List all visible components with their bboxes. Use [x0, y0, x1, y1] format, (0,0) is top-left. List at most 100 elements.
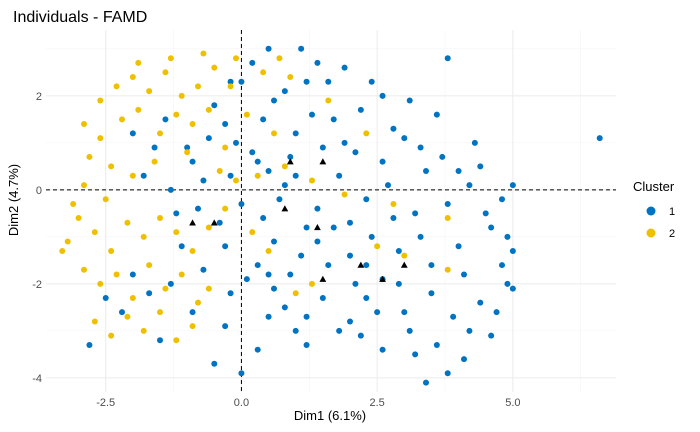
data-point-cluster-2: [390, 200, 397, 207]
data-point-cluster-2: [189, 247, 196, 254]
data-point-cluster-2: [119, 116, 125, 123]
data-point-cluster-1: [216, 219, 223, 226]
data-point-cluster-2: [81, 182, 87, 189]
data-point-cluster-1: [260, 116, 267, 123]
data-point-cluster-2: [374, 243, 381, 250]
y-tick-label: 2: [36, 91, 42, 103]
data-point-cluster-1: [254, 158, 261, 165]
data-point-cluster-1: [129, 130, 136, 137]
data-point-cluster-2: [157, 130, 163, 137]
data-point-cluster-2: [178, 271, 185, 278]
data-point-cluster-1: [412, 351, 419, 358]
data-point-cluster-1: [281, 182, 288, 189]
data-point-cluster-1: [233, 139, 239, 146]
data-point-cluster-1: [336, 172, 343, 179]
data-point-cluster-2: [173, 337, 180, 344]
data-point-cluster-2: [124, 219, 131, 226]
data-point-cluster-2: [254, 172, 261, 179]
data-point-cluster-1: [281, 304, 288, 311]
data-point-cluster-1: [205, 135, 212, 142]
data-point-cluster-1: [450, 313, 457, 320]
data-point-cluster-2: [363, 130, 370, 137]
data-point-cluster-1: [238, 370, 245, 377]
data-point-triangle: [210, 219, 218, 226]
data-point-cluster-1: [184, 144, 191, 151]
data-point-cluster-1: [401, 135, 408, 142]
data-point-cluster-1: [189, 158, 196, 165]
data-point-cluster-1: [499, 196, 505, 203]
data-point-cluster-1: [314, 59, 321, 66]
data-point-cluster-2: [162, 285, 169, 292]
data-point-cluster-1: [455, 243, 462, 250]
data-point-cluster-1: [325, 262, 332, 269]
data-point-cluster-1: [227, 172, 234, 179]
data-point-cluster-1: [227, 78, 234, 85]
data-point-cluster-1: [265, 313, 272, 320]
grid: [46, 30, 616, 392]
data-point-cluster-2: [108, 163, 115, 170]
data-point-cluster-1: [357, 332, 364, 339]
data-point-cluster-1: [461, 356, 467, 363]
legend-title: Cluster: [633, 179, 675, 194]
data-point-cluster-1: [260, 215, 267, 222]
y-tick-label: -2: [32, 279, 42, 291]
data-point-cluster-1: [368, 233, 375, 240]
data-point-cluster-2: [216, 168, 223, 175]
data-point-cluster-2: [205, 285, 212, 292]
data-point-cluster-1: [466, 182, 473, 189]
data-point-cluster-1: [390, 125, 397, 132]
data-point-cluster-2: [227, 83, 234, 90]
data-point-cluster-2: [243, 111, 250, 118]
data-point-cluster-2: [173, 111, 180, 118]
y-axis-ticks: -4 -2 0 2: [32, 91, 42, 385]
data-point-cluster-2: [81, 121, 87, 128]
data-point-cluster-2: [146, 88, 153, 95]
data-point-cluster-1: [292, 327, 299, 334]
data-point-cluster-1: [319, 144, 326, 151]
data-point-cluster-1: [211, 102, 218, 109]
data-point-cluster-2: [195, 299, 201, 306]
data-point-cluster-1: [271, 97, 277, 104]
x-tick-label: -2.5: [96, 397, 115, 409]
data-point-cluster-2: [195, 83, 201, 90]
data-point-cluster-2: [162, 69, 169, 76]
legend-label-2: 2: [669, 228, 675, 240]
data-point-cluster-1: [287, 153, 294, 160]
data-point-cluster-2: [211, 64, 218, 71]
data-point-cluster-1: [303, 341, 310, 348]
data-point-cluster-2: [276, 55, 283, 62]
data-point-cluster-1: [477, 299, 484, 306]
data-point-cluster-2: [70, 200, 77, 207]
data-point-cluster-1: [423, 168, 429, 175]
data-point-cluster-2: [97, 135, 104, 142]
data-point-cluster-1: [298, 45, 305, 52]
data-point-cluster-1: [433, 111, 440, 118]
data-point-cluster-1: [363, 196, 370, 203]
data-point-cluster-1: [211, 360, 218, 367]
data-point-cluster-1: [276, 196, 283, 203]
chart-title: Individuals - FAMD: [13, 9, 147, 26]
data-point-triangle: [281, 205, 289, 212]
data-point-cluster-1: [352, 280, 359, 287]
data-point-cluster-1: [287, 271, 294, 278]
data-point-cluster-1: [493, 309, 500, 316]
data-point-cluster-1: [222, 323, 229, 330]
data-point-cluster-1: [222, 121, 229, 128]
data-point-cluster-2: [325, 97, 332, 104]
data-point-cluster-1: [341, 64, 348, 71]
data-point-cluster-1: [265, 168, 272, 175]
data-point-cluster-2: [64, 238, 71, 245]
data-point-cluster-1: [471, 139, 478, 146]
data-point-cluster-1: [271, 285, 277, 292]
data-point-triangle: [379, 275, 386, 282]
y-axis-title: Dim2 (4.7%): [6, 164, 21, 236]
data-point-cluster-1: [265, 271, 272, 278]
data-point-cluster-2: [157, 215, 163, 222]
legend-swatch-2: [646, 228, 656, 238]
data-point-cluster-2: [341, 191, 348, 198]
data-point-cluster-1: [395, 247, 402, 254]
data-point-cluster-1: [249, 59, 256, 66]
data-point-cluster-1: [428, 290, 435, 297]
data-point-cluster-2: [233, 177, 239, 184]
